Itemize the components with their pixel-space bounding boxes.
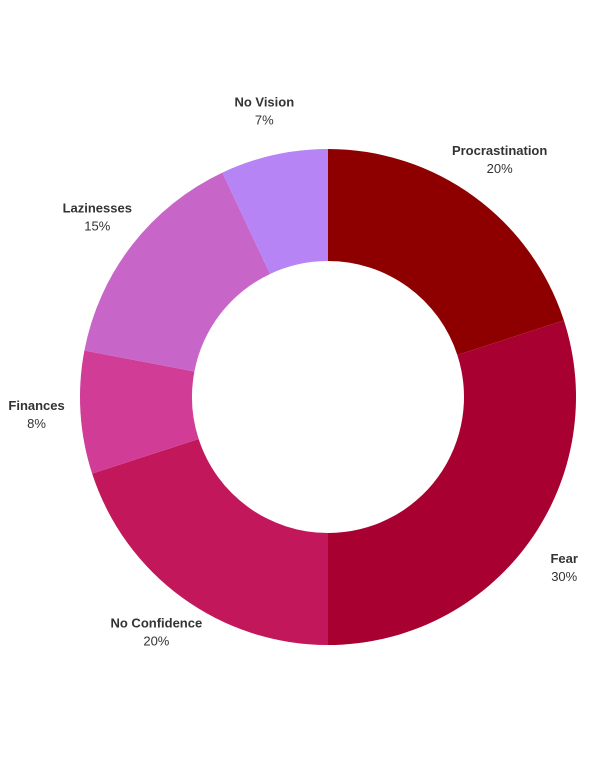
donut-slice [222, 149, 328, 274]
donut-slice [328, 320, 576, 645]
slice-label: No Vision [234, 94, 294, 109]
slice-value-label: 30% [551, 569, 577, 584]
slice-label: Finances [8, 398, 64, 413]
slice-label: Procrastination [452, 143, 547, 158]
slice-value-label: 20% [143, 634, 169, 649]
slice-value-label: 15% [84, 218, 110, 233]
slice-label: No Confidence [110, 616, 202, 631]
donut-slice [92, 439, 328, 645]
donut-slice [328, 149, 564, 355]
donut-slice [79, 350, 199, 474]
slice-value-label: 20% [487, 161, 513, 176]
slice-value-label: 8% [27, 416, 46, 431]
slice-value-label: 7% [255, 112, 274, 127]
slice-label: Lazinesses [63, 200, 132, 215]
slice-label: Fear [550, 551, 577, 566]
donut-slice [84, 172, 271, 372]
